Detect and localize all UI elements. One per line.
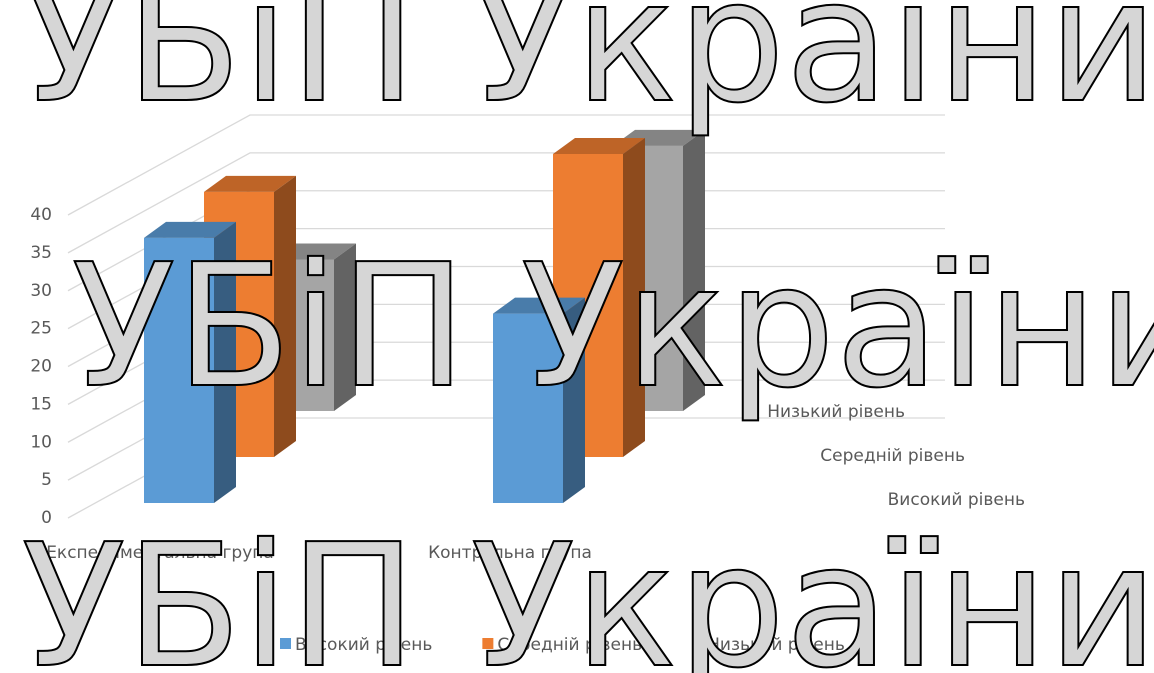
legend-swatch	[692, 638, 704, 649]
legend-label: Середній рівень	[497, 635, 642, 655]
bar-side	[214, 221, 236, 503]
y-tick-label: 0	[41, 508, 52, 528]
y-tick-label: 5	[41, 470, 52, 490]
bar	[493, 297, 585, 503]
watermark: УБіП України	[22, 508, 1154, 673]
y-tick-label: 10	[30, 432, 52, 452]
bar-side	[683, 129, 705, 411]
depth-label: Високий рівень	[888, 490, 1025, 510]
bar-top	[553, 138, 645, 154]
legend-swatch	[280, 638, 291, 649]
legend-label: Високий рівень	[295, 635, 432, 655]
grid-line	[67, 114, 945, 216]
watermark: УБіП України	[22, 0, 1154, 141]
legend-swatch	[482, 638, 494, 649]
x-tick-label: Експериментальна група	[46, 543, 274, 563]
x-tick-label: Контрольна група	[428, 543, 592, 563]
depth-label: Низький рівень	[767, 402, 905, 422]
depth-label: Середній рівень	[820, 446, 965, 466]
legend-label: Низький рівень	[707, 635, 845, 655]
bar-top	[204, 175, 296, 192]
bar-front	[493, 313, 563, 503]
bar-side	[334, 243, 356, 411]
y-tick-label: 40	[30, 205, 52, 225]
y-tick-label: 25	[30, 319, 52, 339]
grid-line	[67, 152, 945, 254]
bar-top	[144, 221, 236, 238]
bar-side	[563, 297, 585, 503]
bar-front	[144, 237, 214, 503]
bar-side	[274, 175, 296, 457]
y-tick-label: 20	[30, 357, 52, 377]
bar	[144, 221, 236, 503]
bar-side	[623, 138, 645, 457]
y-tick-label: 15	[30, 394, 52, 414]
y-tick-label: 35	[30, 243, 52, 263]
bar-top	[493, 297, 585, 314]
watermark: УБіП України	[72, 228, 1154, 426]
y-tick-label: 30	[30, 281, 52, 301]
